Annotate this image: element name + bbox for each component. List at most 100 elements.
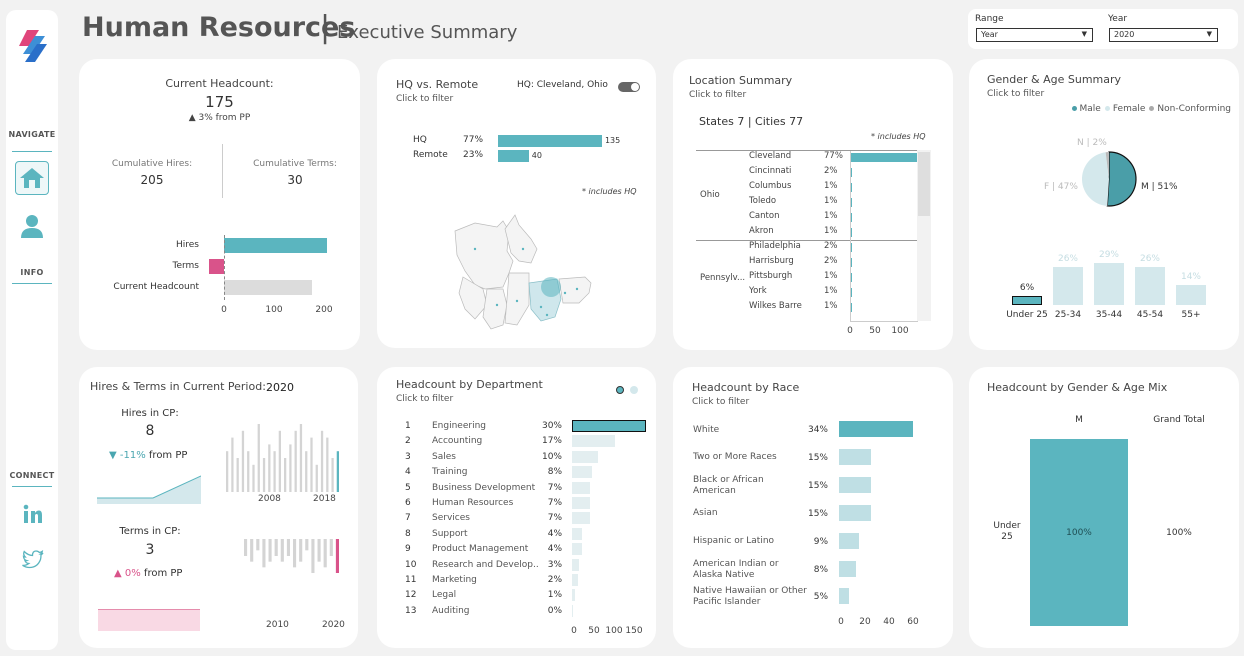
location-city[interactable]: Pittsburgh — [749, 271, 793, 281]
mix-cell[interactable]: 100% — [1030, 439, 1128, 626]
hires-spark-bar[interactable] — [336, 451, 339, 492]
hires-spark-bar[interactable] — [315, 464, 318, 492]
location-city[interactable]: York — [749, 286, 767, 296]
race-name[interactable]: Hispanic or Latino — [693, 536, 775, 547]
terms-spark-bar[interactable] — [244, 539, 248, 556]
dept-name[interactable]: Legal — [432, 590, 457, 601]
dept-bar[interactable] — [572, 512, 591, 525]
dept-name[interactable]: Auditing — [432, 605, 470, 616]
dept-name[interactable]: Training — [432, 467, 468, 478]
hires-spark-bar[interactable] — [326, 437, 329, 492]
legend-item[interactable]: Female — [1104, 104, 1145, 114]
hires-history-chart[interactable] — [225, 422, 341, 492]
terms-spark-bar[interactable] — [286, 539, 290, 556]
age-bar[interactable] — [1135, 267, 1165, 305]
location-bar[interactable] — [850, 153, 918, 162]
location-state[interactable]: Pennsylv... — [700, 272, 746, 283]
terms-spark-bar[interactable] — [323, 539, 327, 568]
terms-spark-bar[interactable] — [335, 539, 339, 573]
dept-name[interactable]: Services — [432, 513, 470, 524]
twitter-link[interactable] — [22, 550, 44, 570]
home-button[interactable] — [15, 161, 49, 195]
range-select[interactable]: Year ▼ — [976, 28, 1093, 42]
location-scrollbar[interactable] — [917, 150, 931, 321]
hires-spark-bar[interactable] — [310, 437, 313, 492]
race-name[interactable]: White — [693, 424, 720, 435]
terms-spark-bar[interactable] — [311, 539, 315, 573]
pie-slice-female[interactable] — [1082, 152, 1109, 206]
dept-name[interactable]: Marketing — [432, 575, 477, 585]
location-city[interactable]: Harrisburg — [749, 256, 794, 266]
age-bar[interactable] — [1094, 262, 1124, 305]
pie-slice-male[interactable] — [1106, 151, 1137, 207]
headcount-bar[interactable] — [224, 280, 312, 295]
race-bar[interactable] — [839, 532, 859, 549]
location-city[interactable]: Cincinnati — [749, 166, 792, 176]
terms-spark-bar[interactable] — [280, 539, 284, 562]
terms-spark-bar[interactable] — [274, 539, 278, 556]
race-name[interactable]: Native Hawaiian or Other Pacific Islande… — [693, 586, 807, 608]
terms-spark-bar[interactable] — [268, 539, 272, 562]
hq-toggle[interactable] — [618, 82, 640, 92]
location-city[interactable]: Cleveland — [749, 151, 792, 161]
terms-spark-bar[interactable] — [262, 539, 266, 568]
race-bar[interactable] — [839, 448, 872, 465]
terms-spark-bar[interactable] — [317, 539, 321, 562]
hires-spark-bar[interactable] — [299, 424, 303, 492]
dept-bar[interactable] — [572, 481, 591, 494]
location-city[interactable]: Toledo — [749, 196, 777, 206]
terms-history-chart[interactable] — [243, 539, 341, 575]
hires-spark-bar[interactable] — [331, 458, 334, 492]
race-name[interactable]: American Indian or Alaska Native — [693, 558, 779, 580]
location-state[interactable]: Ohio — [700, 190, 720, 200]
dept-bar[interactable] — [572, 543, 582, 556]
hires-spark-bar[interactable] — [294, 430, 297, 492]
dept-name[interactable]: Product Management — [432, 544, 529, 555]
dept-name[interactable]: Business Development — [432, 482, 536, 493]
dept-name[interactable]: Human Resources — [432, 498, 514, 508]
location-city[interactable]: Columbus — [749, 181, 792, 191]
dept-bar[interactable] — [572, 574, 578, 586]
age-bar[interactable] — [1012, 296, 1042, 305]
dept-name[interactable]: Accounting — [432, 436, 483, 447]
terms-spark-bar[interactable] — [299, 539, 303, 562]
dept-bar[interactable] — [572, 604, 574, 617]
age-bar[interactable] — [1176, 284, 1206, 305]
hires-spark-bar[interactable] — [231, 437, 234, 492]
dept-name[interactable]: Research and Develop.. — [432, 559, 539, 570]
race-bar[interactable] — [839, 476, 872, 493]
terms-spark-bar[interactable] — [329, 539, 333, 556]
dept-bar[interactable] — [572, 450, 598, 463]
hires-spark-bar[interactable] — [257, 424, 260, 492]
race-name[interactable]: Black or African American — [693, 474, 764, 496]
hires-spark-bar[interactable] — [284, 458, 287, 492]
race-bar[interactable] — [839, 560, 857, 577]
race-bar[interactable] — [839, 504, 872, 521]
legend-item[interactable]: Male — [1071, 104, 1101, 114]
race-name[interactable]: Two or More Races — [693, 452, 777, 463]
dept-name[interactable]: Engineering — [432, 421, 486, 431]
headcount-bar[interactable] — [224, 238, 327, 253]
terms-spark-bar[interactable] — [293, 539, 297, 568]
page-dot[interactable] — [630, 386, 638, 394]
location-city[interactable]: Canton — [749, 211, 780, 221]
location-city[interactable]: Wilkes Barre — [749, 301, 802, 311]
hires-spark-bar[interactable] — [252, 464, 255, 492]
hires-spark-bar[interactable] — [305, 451, 308, 492]
hires-spark-bar[interactable] — [268, 444, 271, 492]
location-city[interactable]: Philadelphia — [749, 241, 801, 251]
hires-spark-bar[interactable] — [236, 458, 239, 492]
headcount-bar[interactable] — [209, 259, 224, 274]
dept-bar[interactable] — [572, 420, 646, 432]
dept-bar[interactable] — [572, 589, 575, 602]
race-name[interactable]: Asian — [693, 508, 718, 519]
dept-name[interactable]: Support — [432, 528, 468, 539]
location-city[interactable]: Akron — [749, 226, 774, 236]
dept-name[interactable]: Sales — [432, 451, 456, 462]
hq-bar[interactable] — [498, 150, 529, 162]
terms-spark-bar[interactable] — [256, 539, 260, 551]
hires-spark-bar[interactable] — [320, 430, 324, 492]
linkedin-link[interactable] — [23, 504, 43, 524]
gender-pie-chart[interactable] — [1079, 149, 1139, 209]
hires-spark-bar[interactable] — [289, 444, 292, 492]
